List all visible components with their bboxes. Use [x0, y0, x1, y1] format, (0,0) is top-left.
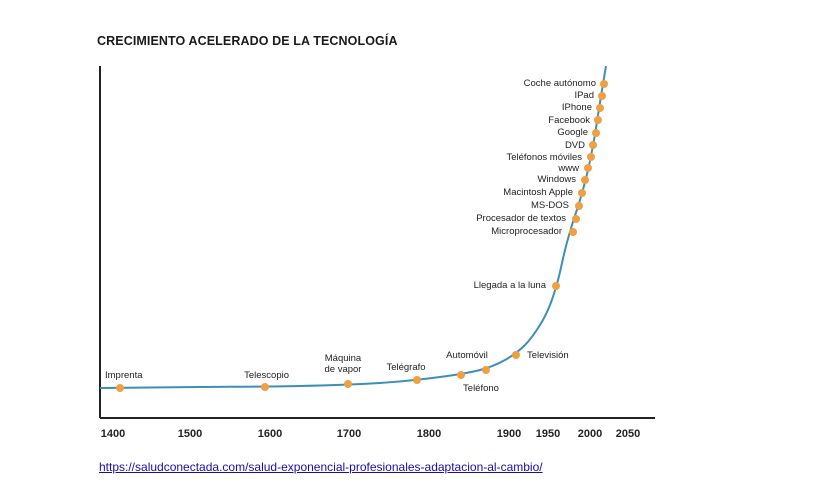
milestone-label: IPad	[574, 90, 594, 101]
milestone-marker	[552, 282, 560, 290]
x-tick-label: 1500	[178, 428, 202, 440]
milestone-label: Coche autónomo	[524, 78, 596, 89]
chart-title: CRECIMIENTO ACELERADO DE LA TECNOLOGÍA	[97, 34, 398, 48]
x-tick-label: 1900	[497, 428, 521, 440]
milestone-marker	[482, 366, 490, 374]
growth-curve	[99, 65, 607, 389]
milestone-marker	[594, 116, 602, 124]
milestone-label: DVD	[565, 140, 585, 151]
milestone-label: Imprenta	[105, 370, 143, 381]
milestone-label: Google	[557, 127, 588, 138]
milestone-marker	[344, 380, 352, 388]
milestone-label: Teléfonos móviles	[506, 152, 582, 163]
milestone-marker	[581, 176, 589, 184]
milestone-marker	[575, 202, 583, 210]
x-tick-label: 1800	[417, 428, 441, 440]
milestone-marker	[413, 376, 421, 384]
milestone-label: IPhone	[562, 102, 592, 113]
milestone-label: Telégrafo	[386, 362, 425, 373]
milestone-label: Microprocesador	[491, 226, 562, 237]
x-tick-label: 1950	[536, 428, 560, 440]
milestone-label: www	[557, 163, 579, 174]
milestone-label: Automóvil	[446, 350, 488, 361]
milestone-marker	[596, 104, 604, 112]
milestone-label: Máquina de vapor	[325, 353, 362, 375]
milestone-label: Macintosh Apple	[503, 187, 573, 198]
milestone-marker	[584, 164, 592, 172]
x-tick-labels: 1400 1500 1600 1700 1800 1900 1950 2000 2050	[101, 428, 640, 440]
milestone-marker	[512, 351, 520, 359]
milestone-markers	[116, 80, 608, 392]
milestone-label: Llegada a la luna	[474, 280, 547, 291]
milestone-label: Telescopio	[244, 370, 289, 381]
milestone-marker	[600, 80, 608, 88]
milestone-marker	[598, 92, 606, 100]
milestone-marker	[587, 153, 595, 161]
x-tick-label: 1400	[101, 428, 125, 440]
milestone-labels: Imprenta Telescopio Máquina de vapor Telégra…	[105, 78, 596, 394]
milestone-marker	[578, 189, 586, 197]
x-tick-label: 1600	[258, 428, 282, 440]
milestone-marker	[572, 215, 580, 223]
milestone-marker	[457, 371, 465, 379]
milestone-marker	[261, 383, 269, 391]
milestone-label: MS-DOS	[531, 200, 569, 211]
milestone-label: Windows	[537, 174, 576, 185]
milestone-label: Teléfono	[463, 383, 499, 394]
milestone-marker	[116, 384, 124, 392]
milestone-label: Procesador de textos	[476, 213, 566, 224]
milestone-marker	[592, 129, 600, 137]
source-link[interactable]: https://saludconectada.com/salud-exponen…	[99, 460, 543, 474]
milestone-marker	[589, 141, 597, 149]
milestone-marker	[569, 228, 577, 236]
milestone-label: Televisión	[527, 350, 569, 361]
x-tick-label: 1700	[337, 428, 361, 440]
x-tick-label: 2000	[578, 428, 602, 440]
milestone-label: Facebook	[548, 115, 590, 126]
x-tick-label: 2050	[616, 428, 640, 440]
